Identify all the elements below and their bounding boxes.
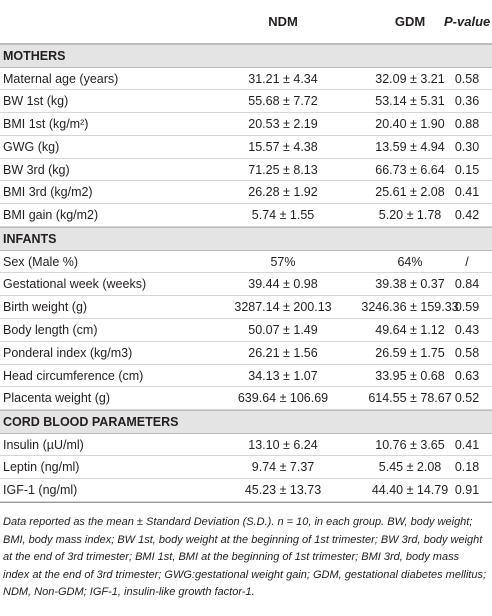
cell: 0.41 [454,185,480,200]
section-title: INFANTS [3,232,57,247]
row-label: Leptin (ng/ml) [3,460,80,475]
cell: 57% [270,254,296,269]
cell: / [465,254,469,269]
cell: 0.58 [454,71,480,86]
cell: 0.84 [454,277,480,292]
cell: 33.95 ± 0.68 [375,368,445,383]
data-row: Head circumference (cm) 34.13 ± 1.07 33.95… [0,365,492,388]
data-row: Placenta weight (g) 639.64 ± 106.69 614.55… [0,387,492,411]
row-label: BMI gain (kg/m2) [3,208,99,223]
data-row: Ponderal index (kg/m3) 26.21 ± 1.56 26.59 … [0,342,492,365]
row-label: BMI 1st (kg/m²) [3,117,89,132]
cell: 34.13 ± 1.07 [248,368,318,383]
row-label: Body length (cm) [3,322,98,337]
data-row: BW 3rd (kg) 71.25 ± 8.13 66.73 ± 6.64 0.15 [0,159,492,182]
cell: 31.21 ± 4.34 [248,71,318,86]
cell: 0.58 [454,345,480,360]
cell: 0.30 [454,139,480,154]
section-title: CORD BLOOD PARAMETERS [3,415,179,430]
data-row: Birth weight (g) 3287.14 ± 200.13 3246.36 … [0,296,492,319]
data-row: Gestational week (weeks) 39.44 ± 0.98 39.3… [0,273,492,297]
cell: 13.59 ± 4.94 [375,139,445,154]
section-row: MOTHERS [0,44,492,68]
data-row: Insulin (µU/ml) 13.10 ± 6.24 10.76 ± 3.65 0… [0,434,492,457]
cell: 71.25 ± 8.13 [248,162,318,177]
cell: 15.57 ± 4.38 [248,139,318,154]
cell: 66.73 ± 6.64 [375,162,445,177]
header-row: NDM GDM P-value [0,0,492,44]
row-label: IGF-1 (ng/ml) [3,483,78,498]
data-row: BMI 1st (kg/m²) 20.53 ± 2.19 20.40 ± 1.90 0… [0,113,492,136]
cell: 0.18 [454,460,480,475]
cell: 5.45 ± 2.08 [378,460,442,475]
cell: 0.59 [454,300,480,315]
cell: 50.07 ± 1.49 [248,322,318,337]
cell: 0.15 [454,162,480,177]
cell: 0.88 [454,117,480,132]
section-row: CORD BLOOD PARAMETERS [0,410,492,434]
row-label: Gestational week (weeks) [3,277,147,292]
cell: 26.59 ± 1.75 [375,345,445,360]
section-title: MOTHERS [3,49,66,63]
cell: 0.52 [454,391,480,406]
cell: 49.64 ± 1.12 [375,322,445,337]
data-row: BMI 3rd (kg/m2) 26.28 ± 1.92 25.61 ± 2.08 0… [0,181,492,205]
footnote: Data reported as the mean ± Standard Dev… [0,502,492,602]
cell: 9.74 ± 7.37 [251,460,315,475]
row-label: Placenta weight (g) [3,391,111,406]
data-row: BMI gain (kg/m2) 5.74 ± 1.55 5.20 ± 1.78 0.… [0,204,492,228]
cell: 0.63 [454,368,480,383]
data-row: Sex (Male %) 57% 64% / [0,251,492,274]
row-label: BMI 3rd (kg/m2) [3,185,93,200]
data-row: IGF-1 (ng/ml) 45.23 ± 13.73 44.40 ± 14.79 0… [0,479,492,503]
section-row: INFANTS [0,227,492,251]
cell: 13.10 ± 6.24 [248,437,318,452]
cell: 55.68 ± 7.72 [248,94,318,109]
cell: 0.41 [454,437,480,452]
data-row: BW 1st (kg) 55.68 ± 7.72 53.14 ± 5.31 0.36 [0,90,492,114]
cell: 0.36 [454,94,480,109]
cell: 614.55 ± 78.67 [368,391,452,406]
cell: 5.74 ± 1.55 [251,208,315,223]
row-label: BW 1st (kg) [3,94,69,109]
cell: 44.40 ± 14.79 [371,483,449,498]
cell: 39.44 ± 0.98 [248,277,318,292]
cell: 20.40 ± 1.90 [375,117,445,132]
column-header: P-value [444,14,491,29]
cell: 25.61 ± 2.08 [375,185,445,200]
cell: 10.76 ± 3.65 [375,437,445,452]
row-label: Head circumference (cm) [3,368,144,383]
cell: 639.64 ± 106.69 [237,391,329,406]
row-label: Insulin (µU/ml) [3,437,84,452]
cell: 0.42 [454,208,480,223]
row-label: Maternal age (years) [3,71,119,86]
cell: 26.28 ± 1.92 [248,185,318,200]
data-row: Body length (cm) 50.07 ± 1.49 49.64 ± 1.12… [0,319,492,342]
data-row: GWG (kg) 15.57 ± 4.38 13.59 ± 4.94 0.30 [0,136,492,159]
cell: 26.21 ± 1.56 [248,345,318,360]
cell: 0.91 [454,483,480,498]
cell: 3246.36 ± 159.33 [361,300,459,315]
cell: 39.38 ± 0.37 [375,277,445,292]
cell: 64% [397,254,423,269]
cell: 32.09 ± 3.21 [375,71,445,86]
cell: 53.14 ± 5.31 [375,94,445,109]
cell: 20.53 ± 2.19 [248,117,318,132]
data-row: Maternal age (years) 31.21 ± 4.34 32.09 ± … [0,68,492,91]
cell: 45.23 ± 13.73 [244,483,322,498]
row-label: BW 3rd (kg) [3,162,70,177]
column-header: GDM [394,14,426,29]
column-header: NDM [268,14,298,29]
row-label: Ponderal index (kg/m3) [3,345,133,360]
cell: 0.43 [454,322,480,337]
data-row: Leptin (ng/ml) 9.74 ± 7.37 5.45 ± 2.08 0.18 [0,456,492,480]
row-label: GWG (kg) [3,139,60,154]
cell: 3287.14 ± 200.13 [234,300,332,315]
row-label: Birth weight (g) [3,300,88,315]
row-label: Sex (Male %) [3,254,79,269]
cell: 5.20 ± 1.78 [378,208,442,223]
